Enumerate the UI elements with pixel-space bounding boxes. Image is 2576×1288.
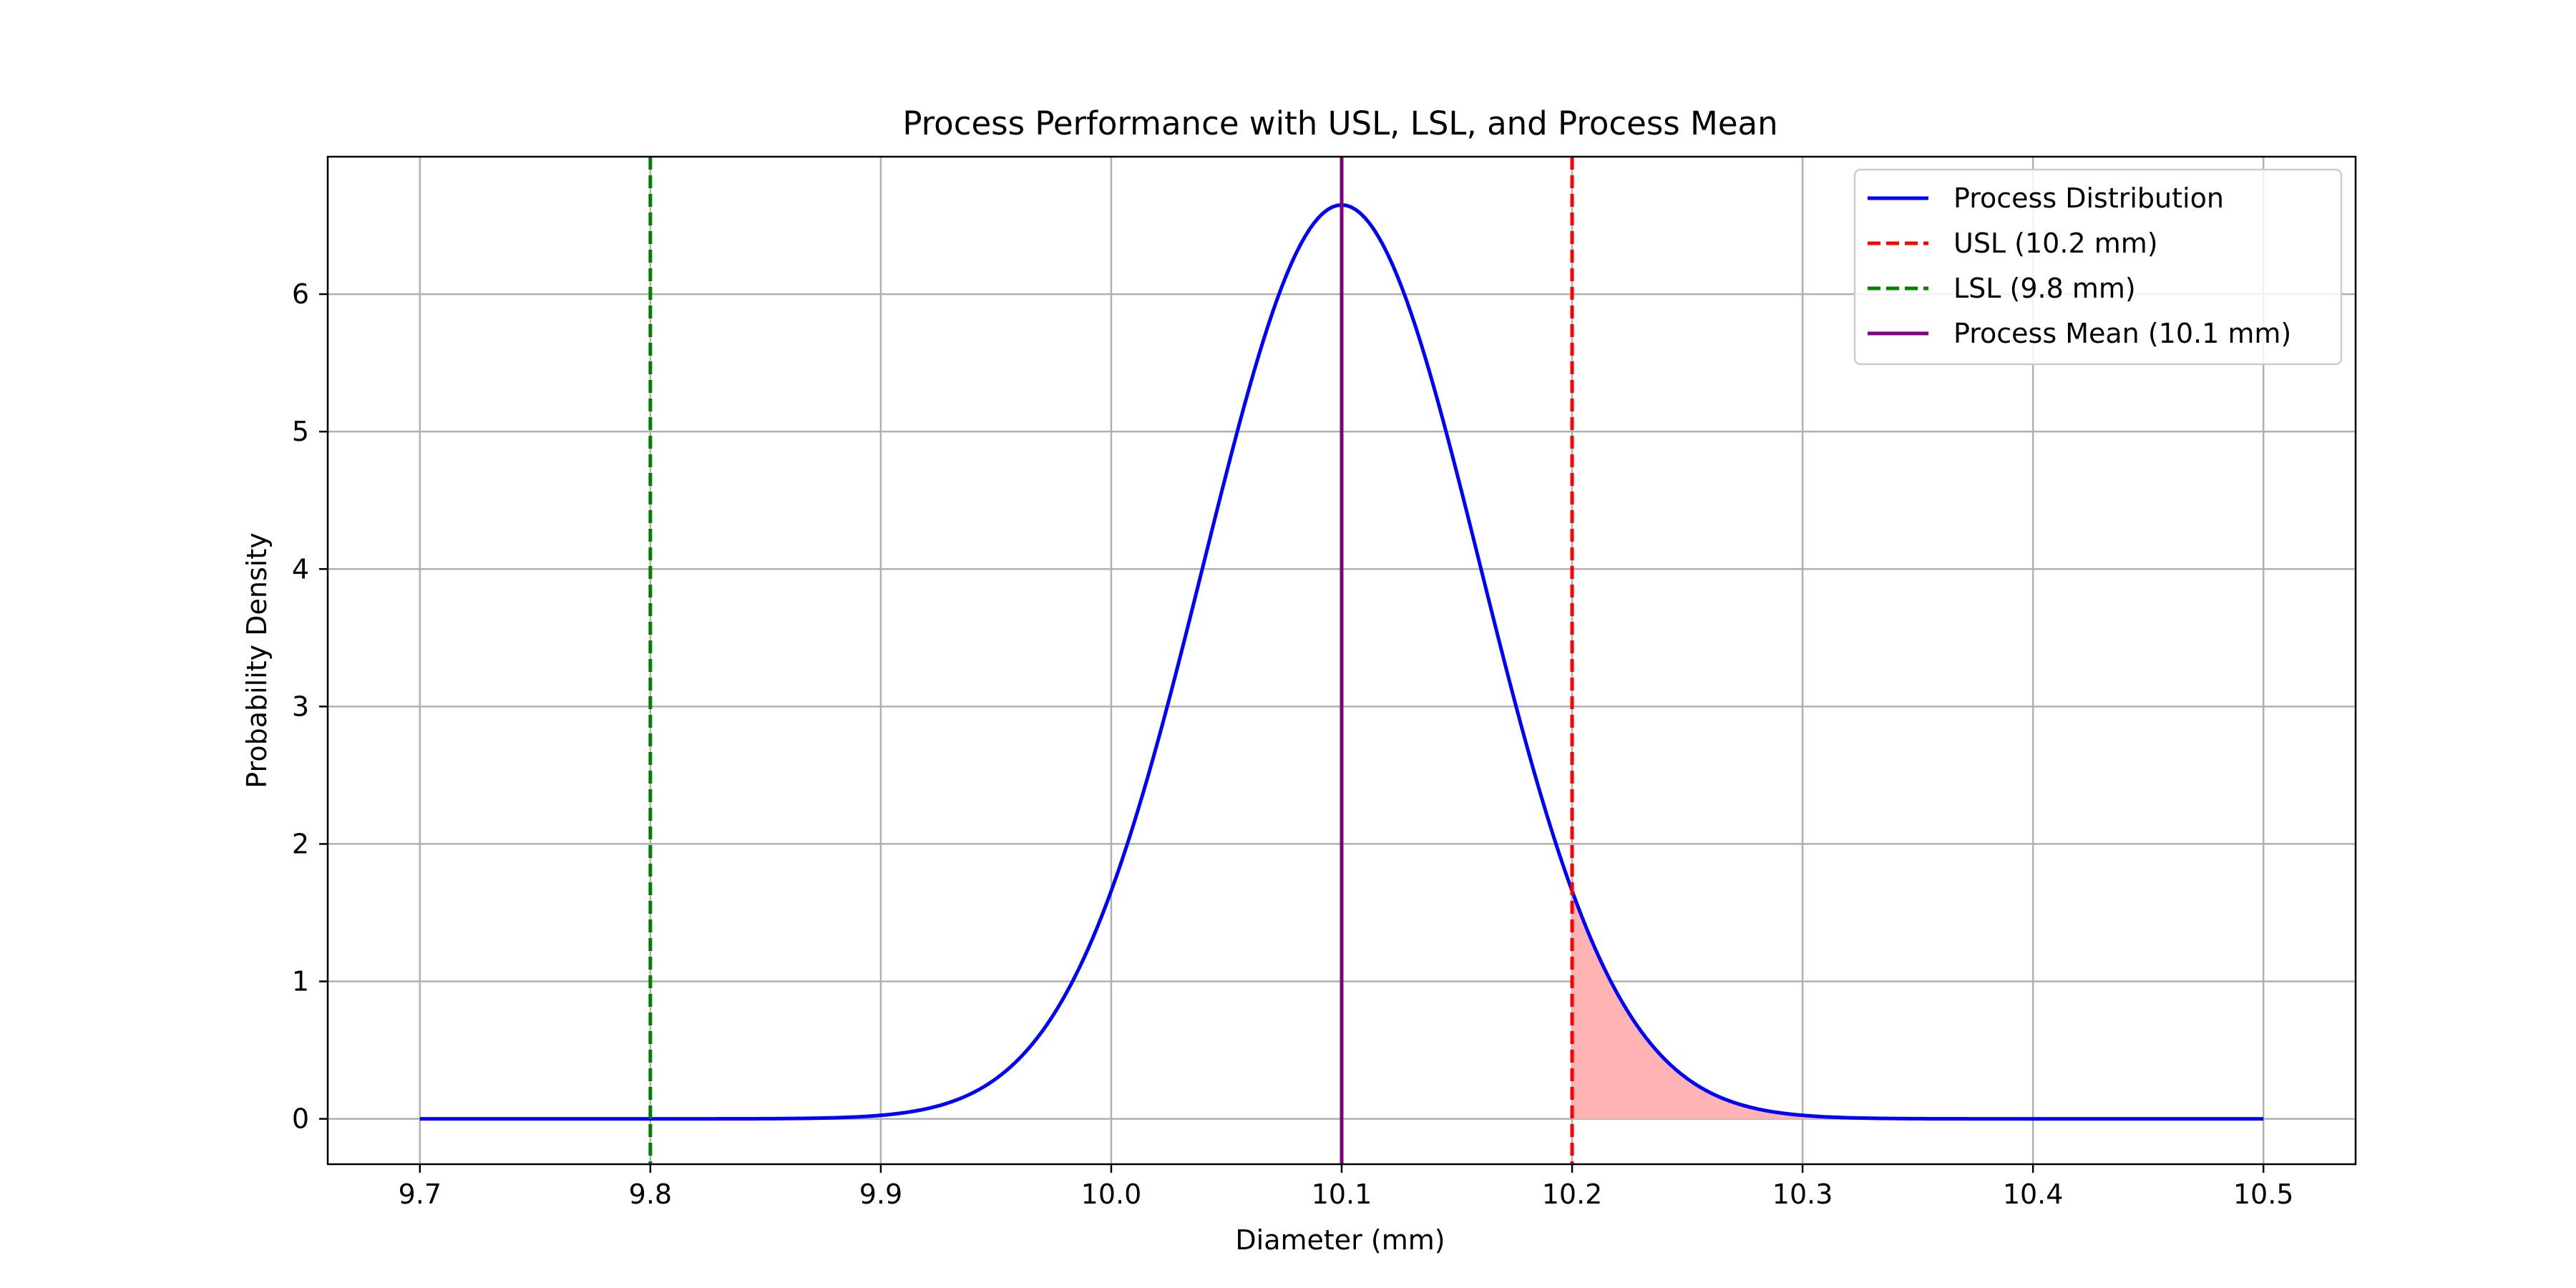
- x-tick-label: 10.1: [1312, 1179, 1372, 1210]
- chart-title: Process Performance with USL, LSL, and P…: [902, 104, 1777, 142]
- x-tick-label: 10.5: [2233, 1179, 2294, 1210]
- x-tick-label: 10.3: [1772, 1179, 1833, 1210]
- legend-process-distribution-label: Process Distribution: [1953, 182, 2224, 214]
- x-tick-label: 10.4: [2003, 1179, 2064, 1210]
- reference-lines: [648, 157, 1574, 1164]
- y-tick-label: 4: [292, 553, 309, 585]
- y-tick-label: 0: [292, 1103, 309, 1135]
- x-axis-label: Diameter (mm): [1235, 1224, 1445, 1256]
- y-tick-label: 3: [292, 691, 309, 722]
- y-tick-label: 6: [292, 278, 309, 310]
- x-tick-label: 9.7: [399, 1179, 441, 1210]
- y-tick-label: 2: [292, 828, 309, 859]
- legend-lsl-label: LSL (9.8 mm): [1953, 273, 2136, 304]
- axis-ticks: 9.7 9.8 9.9 10.0 10.1 10.2 10.3 10.4 10.5 0 1 2 3 4 5 6: [292, 278, 2294, 1210]
- x-tick-label: 10.2: [1542, 1179, 1603, 1210]
- y-axis-label: Probability Density: [241, 532, 273, 788]
- legend-usl-label: USL (10.2 mm): [1953, 228, 2158, 259]
- legend: Process Distribution USL (10.2 mm) LSL (9.…: [1853, 168, 2343, 366]
- legend-box: [1853, 168, 2343, 366]
- shaded-region: [1572, 891, 2264, 1119]
- legend-process-mean-label: Process Mean (10.1 mm): [1953, 318, 2291, 349]
- x-tick-label: 9.9: [859, 1179, 902, 1210]
- x-tick-label: 10.0: [1081, 1179, 1142, 1210]
- usl-tail-area: [1572, 891, 2264, 1119]
- y-tick-label: 5: [292, 416, 309, 447]
- y-tick-label: 1: [292, 966, 309, 997]
- x-tick-label: 9.8: [629, 1179, 672, 1210]
